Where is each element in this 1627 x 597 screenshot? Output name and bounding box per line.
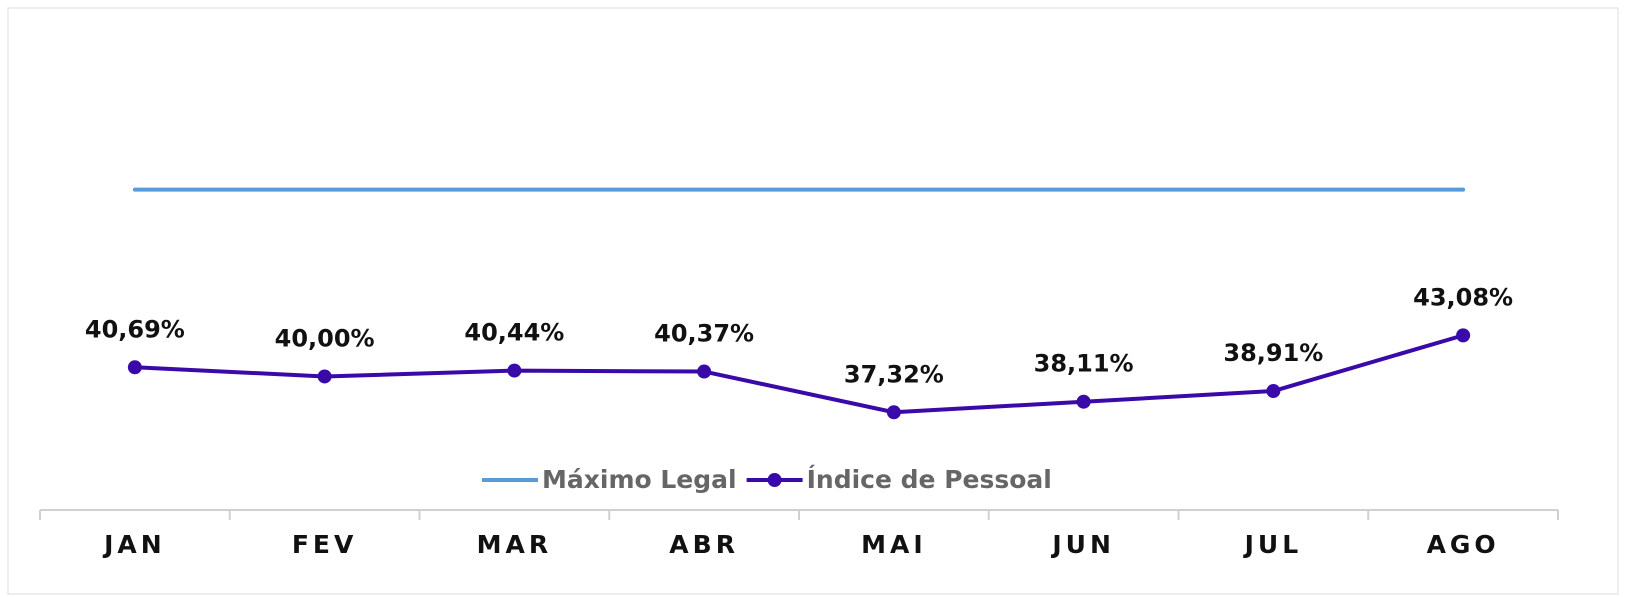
x-tick-label: AGO — [1427, 530, 1500, 559]
point — [127, 360, 142, 375]
point — [1456, 328, 1471, 343]
data-label: 40,44% — [464, 319, 564, 347]
point — [507, 363, 522, 378]
data-label: 40,69% — [85, 315, 185, 343]
x-tick-label: JUL — [1243, 530, 1303, 559]
data-label: 43,08% — [1413, 283, 1513, 311]
point — [1266, 384, 1281, 399]
point — [886, 405, 901, 420]
data-label: 40,00% — [275, 324, 375, 352]
data-label: 38,11% — [1034, 350, 1134, 378]
line-series — [132, 333, 1466, 415]
legend-label: Máximo Legal — [542, 465, 737, 494]
x-tick-label: JUN — [1050, 530, 1115, 559]
x-tick-label: MAR — [477, 530, 552, 559]
legend-label: Índice de Pessoal — [807, 465, 1052, 494]
data-label: 40,37% — [654, 320, 754, 348]
x-tick-label: MAI — [861, 530, 927, 559]
point — [697, 364, 712, 379]
x-tick-label: ABR — [669, 530, 739, 559]
point — [317, 369, 332, 384]
data-label: 38,91% — [1223, 339, 1323, 367]
chart-frame — [7, 7, 1619, 595]
point — [1076, 394, 1091, 409]
x-tick-label: JAN — [102, 530, 166, 559]
legend-marker — [767, 473, 782, 487]
data-label: 37,32% — [844, 360, 944, 388]
x-tick-label: FEV — [292, 530, 358, 559]
